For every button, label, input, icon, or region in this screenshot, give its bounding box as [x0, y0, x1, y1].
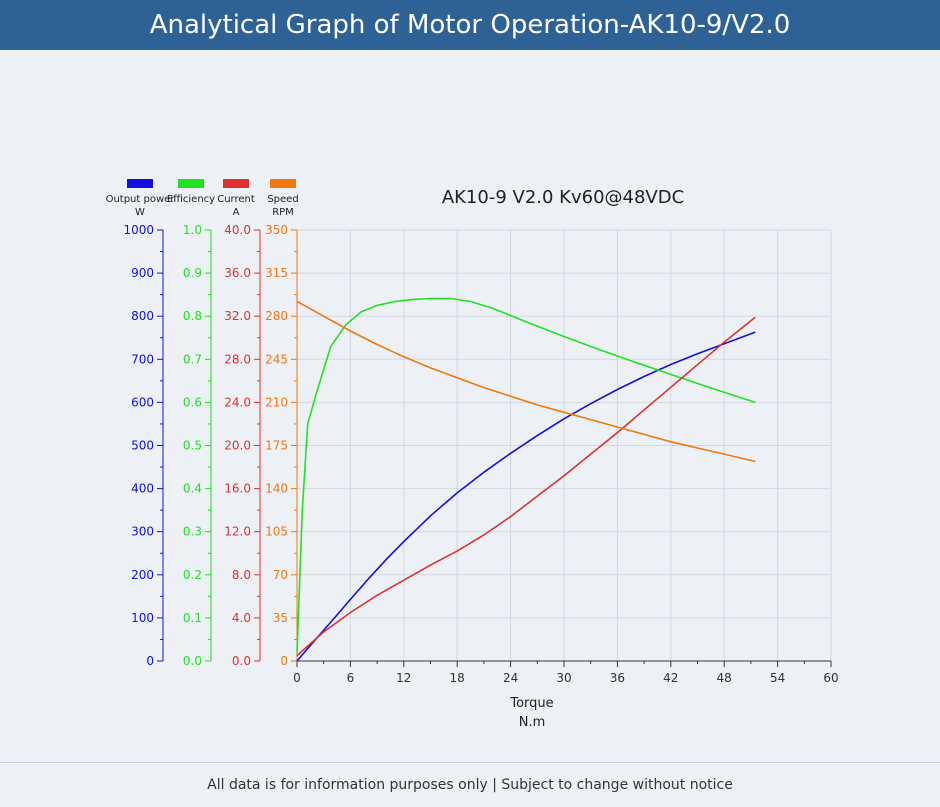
y-tick-label: 700 — [131, 352, 154, 366]
y-tick-label: 0.9 — [183, 266, 202, 280]
y-tick-label: 350 — [265, 223, 288, 237]
legend-unit: W — [135, 207, 145, 218]
legend-swatch — [223, 179, 249, 188]
x-tick-label: 18 — [450, 671, 465, 685]
x-axis-unit: N.m — [519, 715, 546, 730]
y-tick-label: 8.0 — [232, 568, 251, 582]
x-axis: 0 6 12 18 24 30 36 42 48 54 60 Torque N.m — [293, 660, 839, 730]
x-tick-label: 12 — [396, 671, 411, 685]
legend-label: Current — [217, 194, 255, 205]
y-axis-speed: 0 35 70 105 140 175 210 245 280 315 350 — [265, 223, 298, 668]
x-tick-label: 54 — [770, 671, 785, 685]
y-tick-label: 280 — [265, 309, 288, 323]
y-tick-label: 40.0 — [224, 223, 251, 237]
y-tick-label: 35 — [273, 611, 288, 625]
x-tick-label: 48 — [717, 671, 732, 685]
y-tick-label: 300 — [131, 525, 154, 539]
y-axis-power: 0 100 200 300 400 500 600 700 800 900 1000 — [123, 223, 164, 668]
legend-unit: RPM — [272, 207, 294, 218]
y-tick-label: 245 — [265, 352, 288, 366]
y-tick-label: 0.2 — [183, 568, 202, 582]
legend-power: Output power W — [106, 179, 176, 218]
x-tick-label: 0 — [293, 671, 301, 685]
y-tick-label: 20.0 — [224, 439, 251, 453]
y-tick-label: 0.7 — [183, 352, 202, 366]
y-tick-label: 210 — [265, 395, 288, 409]
x-axis-title: Torque — [509, 696, 553, 711]
series-line-power — [296, 331, 756, 662]
y-tick-label: 0.4 — [183, 482, 202, 496]
legend-swatch — [127, 179, 153, 188]
x-tick-label: 60 — [823, 671, 838, 685]
x-tick-label: 36 — [610, 671, 625, 685]
y-tick-label: 1.0 — [183, 223, 202, 237]
y-tick-label: 0.8 — [183, 309, 202, 323]
legend-label: Efficiency — [167, 194, 215, 205]
legend-current: Current A — [217, 179, 255, 218]
y-tick-label: 500 — [131, 439, 154, 453]
x-tick-label: 24 — [503, 671, 518, 685]
y-tick-label: 32.0 — [224, 309, 251, 323]
legend-swatch — [270, 179, 296, 188]
series-line-speed — [296, 300, 756, 463]
y-tick-label: 1000 — [123, 223, 154, 237]
y-tick-label: 0.3 — [183, 525, 202, 539]
page-header: Analytical Graph of Motor Operation-AK10… — [0, 0, 940, 50]
y-axis-current: 0.0 4.0 8.0 12.0 16.0 20.0 24.0 28.0 32.0 36.0 40.… — [224, 223, 261, 668]
x-tick-label: 42 — [663, 671, 678, 685]
y-tick-label: 140 — [265, 482, 288, 496]
y-tick-label: 0.6 — [183, 395, 202, 409]
y-tick-label: 36.0 — [224, 266, 251, 280]
chart-area: 0 6 12 18 24 30 36 42 48 54 60 Torque N.m AK10-9 V2.0… — [0, 50, 940, 762]
legend-swatch — [178, 179, 204, 188]
y-tick-label: 800 — [131, 309, 154, 323]
legend-label: Output power — [106, 194, 176, 205]
y-tick-label: 70 — [273, 568, 288, 582]
y-tick-label: 0 — [280, 654, 288, 668]
y-tick-label: 105 — [265, 525, 288, 539]
x-tick-label: 30 — [556, 671, 571, 685]
y-tick-label: 200 — [131, 568, 154, 582]
y-tick-label: 16.0 — [224, 482, 251, 496]
y-axis-eff: 0.0 0.1 0.2 0.3 0.4 0.5 0.6 0.7 0.8 0.9 1.0 — [183, 223, 212, 668]
x-tick-label: 6 — [347, 671, 355, 685]
y-tick-label: 900 — [131, 266, 154, 280]
y-tick-label: 315 — [265, 266, 288, 280]
page-footer: All data is for information purposes onl… — [0, 762, 940, 807]
y-tick-label: 175 — [265, 439, 288, 453]
y-tick-label: 400 — [131, 482, 154, 496]
disclaimer-text: All data is for information purposes onl… — [207, 777, 733, 793]
y-tick-label: 0.0 — [232, 654, 251, 668]
series-line-current — [296, 316, 756, 657]
y-tick-label: 100 — [131, 611, 154, 625]
y-tick-label: 0.0 — [183, 654, 202, 668]
legend-unit: A — [233, 207, 240, 218]
y-tick-label: 0.1 — [183, 611, 202, 625]
legend-label: Speed — [267, 194, 298, 205]
grid — [297, 229, 832, 661]
legend-eff: Efficiency — [167, 179, 215, 205]
chart-title: AK10-9 V2.0 Kv60@48VDC — [442, 187, 684, 208]
motor-performance-chart: 0 6 12 18 24 30 36 42 48 54 60 Torque N.m AK10-9 V2.0… — [106, 179, 839, 730]
y-tick-label: 28.0 — [224, 352, 251, 366]
y-tick-label: 12.0 — [224, 525, 251, 539]
y-tick-label: 24.0 — [224, 395, 251, 409]
y-tick-label: 0.5 — [183, 439, 202, 453]
page-title: Analytical Graph of Motor Operation-AK10… — [149, 10, 791, 40]
series-line-eff — [296, 297, 756, 653]
y-tick-label: 0 — [146, 654, 154, 668]
y-tick-label: 600 — [131, 395, 154, 409]
y-tick-label: 4.0 — [232, 611, 251, 625]
legend-speed: Speed RPM — [267, 179, 299, 218]
